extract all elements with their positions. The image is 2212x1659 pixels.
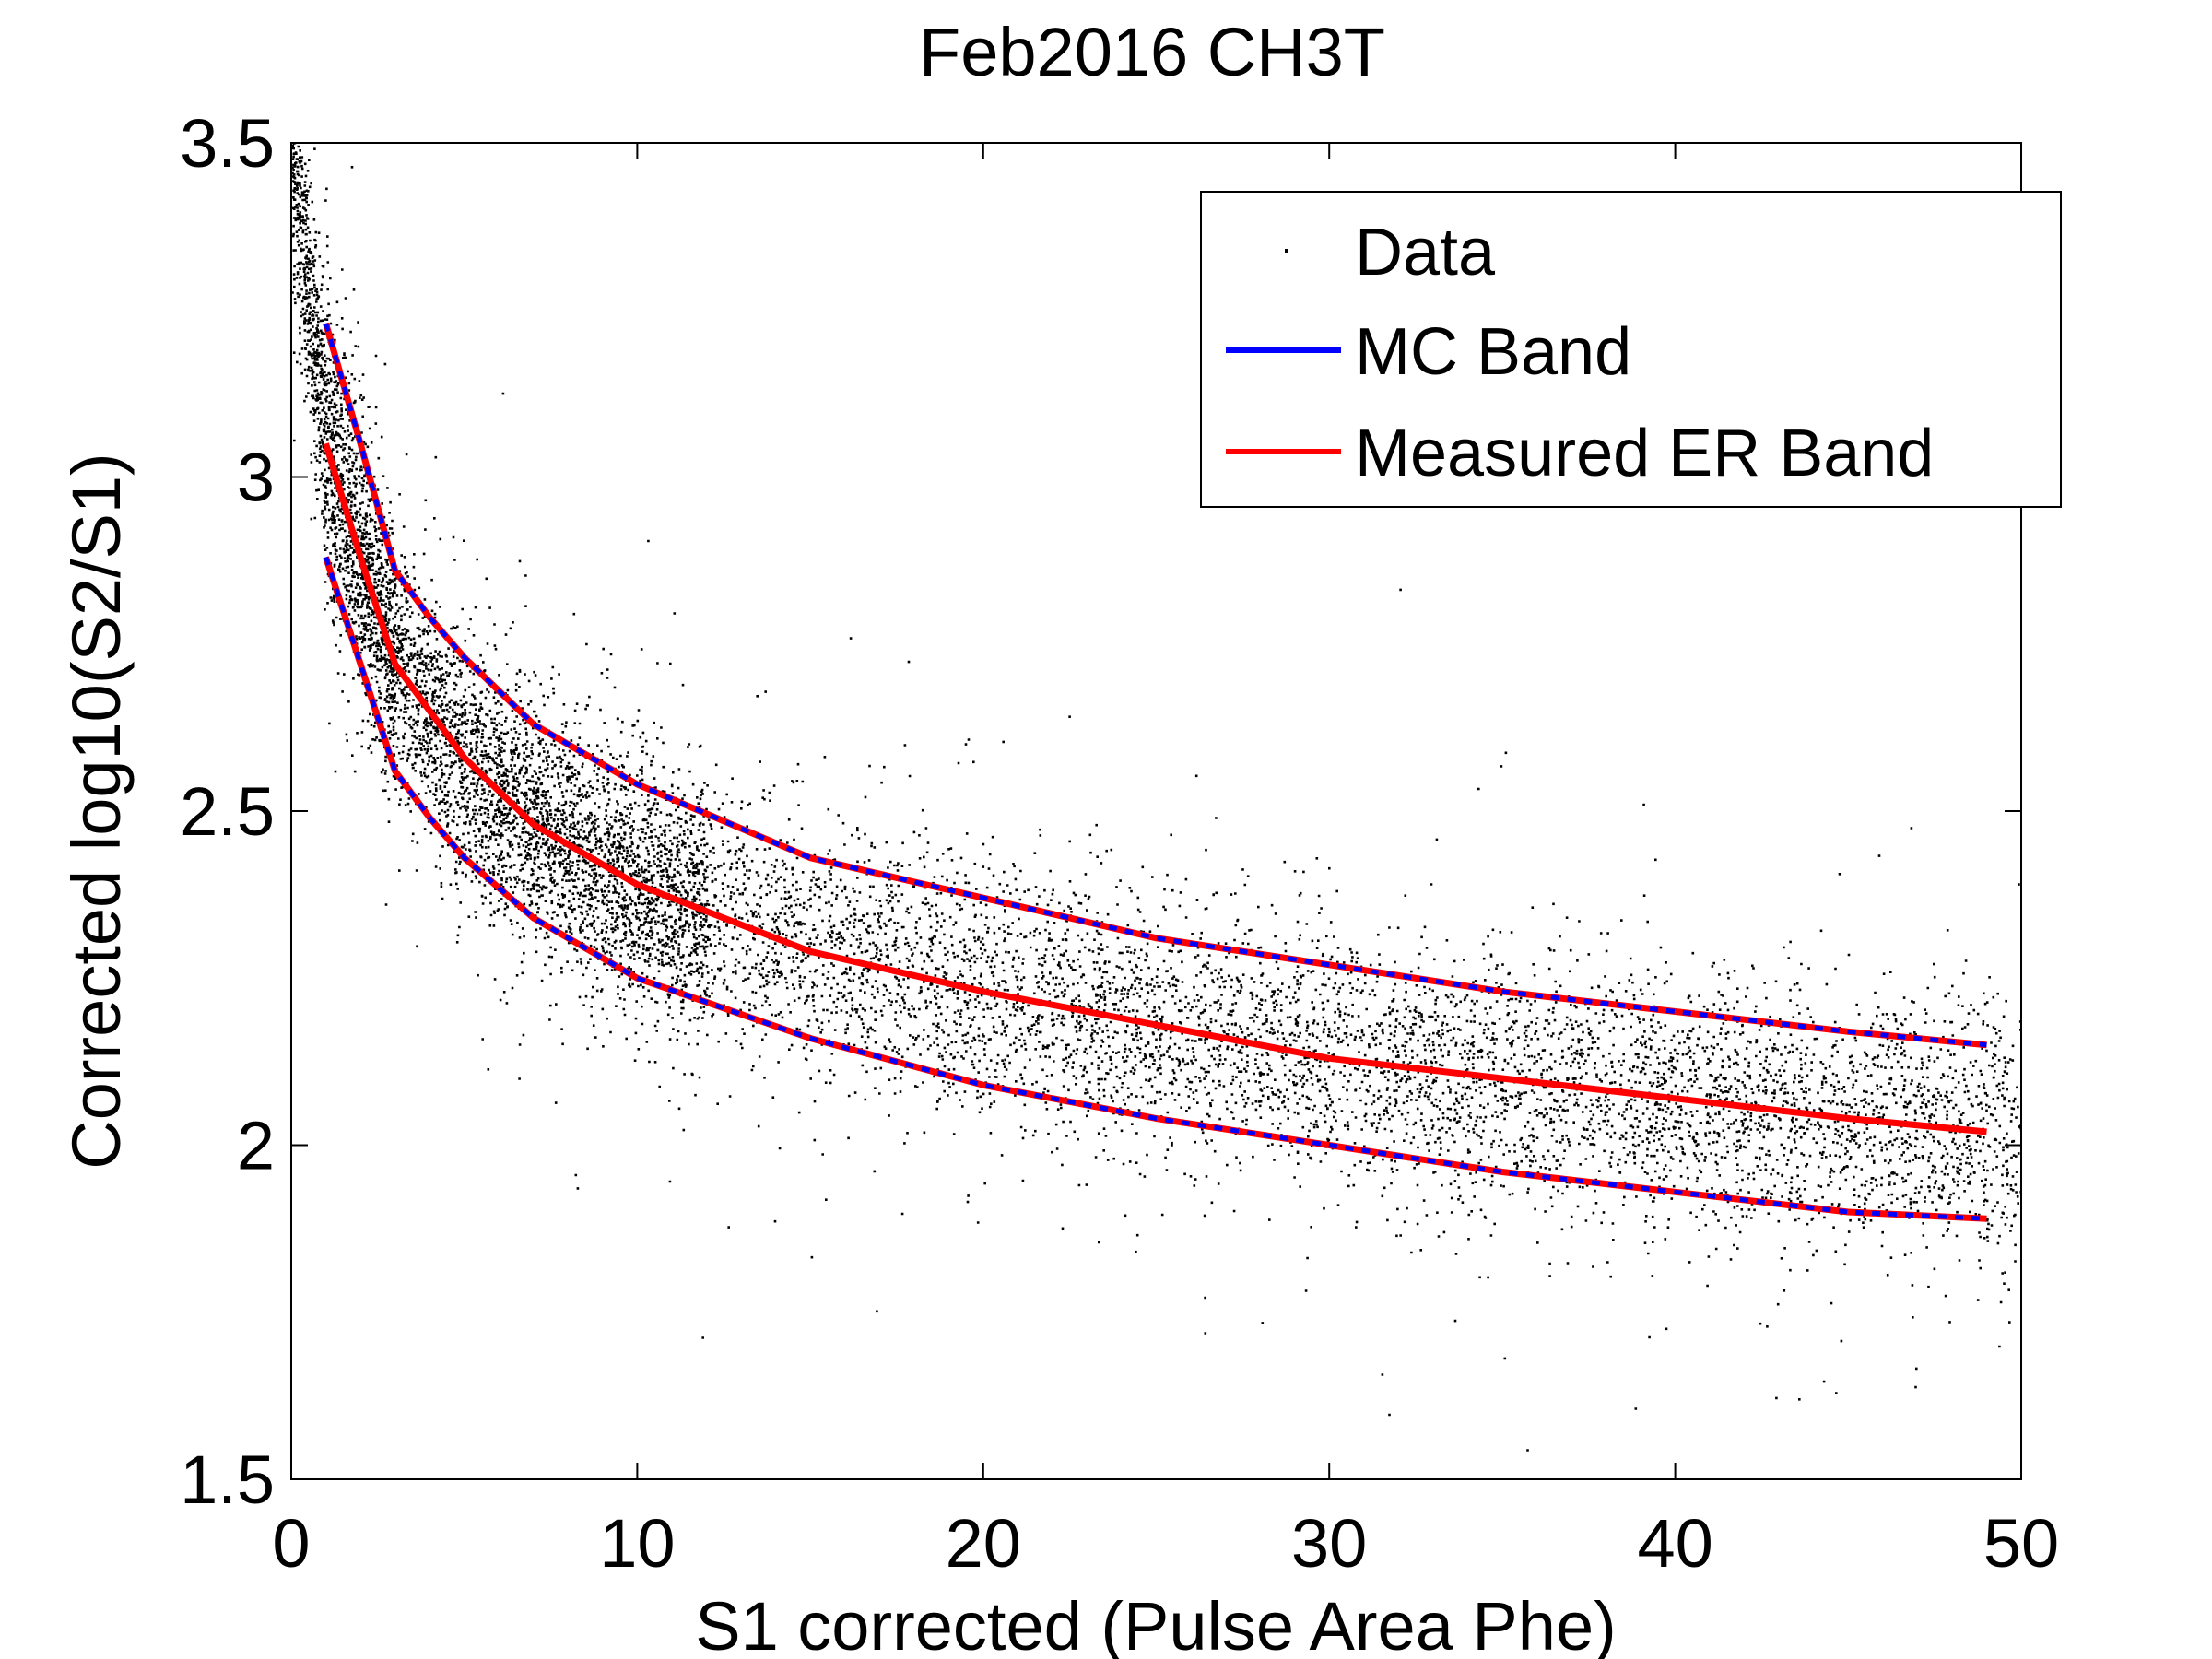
- axis-ticks: [290, 142, 2022, 1480]
- legend-label: MC Band: [1355, 315, 1631, 389]
- x-tick-label: 40: [1637, 1505, 1712, 1582]
- y-tick-label: 3: [237, 440, 275, 516]
- mc-band-upper: [324, 323, 1987, 1048]
- x-axis-label: S1 corrected (Pulse Area Phe): [695, 1588, 1617, 1659]
- x-tick-label: 20: [946, 1505, 1021, 1582]
- x-tick-label: 0: [272, 1505, 310, 1582]
- x-tick-label: 30: [1291, 1505, 1367, 1582]
- legend-dot-marker: [1285, 249, 1288, 253]
- y-tick-label: 2.5: [180, 773, 275, 850]
- x-tick-label: 50: [1983, 1505, 2059, 1582]
- legend: Data MC Band Measured ER Band: [1200, 191, 2062, 508]
- chart-title: Feb2016 CH3T: [919, 14, 1385, 90]
- legend-label: Data: [1355, 216, 1496, 289]
- legend-box: [1200, 191, 2062, 508]
- mc-band-lower: [324, 556, 1987, 1221]
- x-tick-labels: 0 10 20 30 40 50: [272, 1505, 2059, 1582]
- x-tick-label: 10: [599, 1505, 675, 1582]
- y-tick-labels: 1.5 2 2.5 3 3.5: [180, 105, 275, 1518]
- y-tick-label: 3.5: [180, 105, 275, 182]
- legend-label: Measured ER Band: [1355, 417, 1934, 490]
- legend-entries: Data MC Band Measured ER Band: [1226, 216, 1934, 490]
- er-band-mean: [323, 442, 1987, 1135]
- y-axis-label: Corrected log10(S2/S1): [58, 453, 135, 1169]
- y-tick-label: 1.5: [180, 1441, 275, 1518]
- band-lines: [323, 322, 1987, 1222]
- y-tick-label: 2: [237, 1108, 275, 1184]
